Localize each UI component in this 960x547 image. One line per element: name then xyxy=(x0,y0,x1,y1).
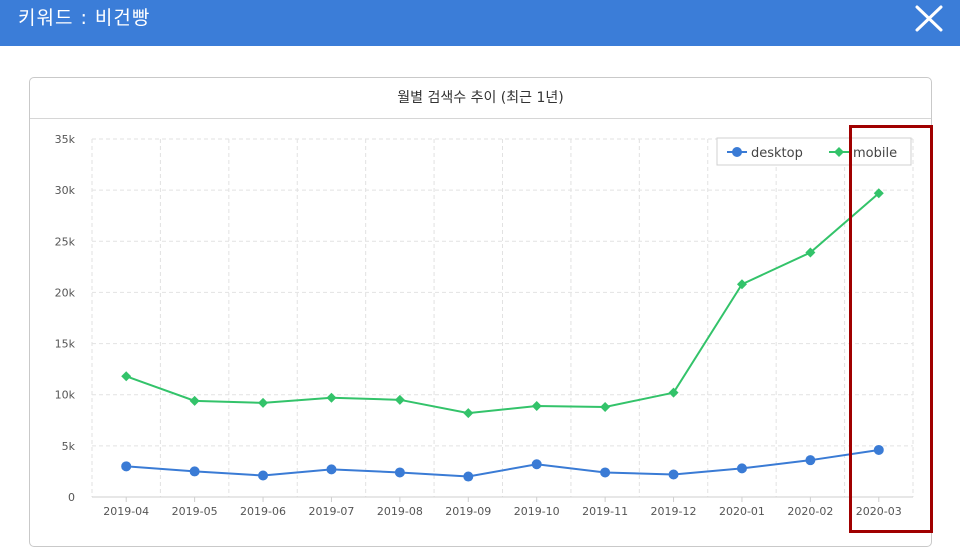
y-tick-label: 10k xyxy=(55,389,76,402)
highlight-box xyxy=(849,125,933,533)
series-line-mobile xyxy=(125,192,880,415)
mobile-point xyxy=(326,392,337,403)
legend-mobile-marker xyxy=(834,147,844,157)
desktop-point xyxy=(668,469,679,480)
desktop-point xyxy=(873,444,884,455)
chart-title: 월별 검색수 추이 (최근 1년) xyxy=(30,78,931,119)
mobile-point xyxy=(394,394,405,405)
series-line-desktop xyxy=(126,448,879,478)
x-tick-label: 2019-05 xyxy=(172,505,218,518)
y-tick-label: 5k xyxy=(62,440,76,453)
legend-box xyxy=(716,137,912,166)
y-tick-label: 20k xyxy=(55,286,76,299)
close-icon[interactable] xyxy=(912,2,946,34)
x-tick-label: 2019-10 xyxy=(514,505,560,518)
mobile-point xyxy=(531,400,542,411)
mobile-point xyxy=(258,397,269,408)
legend-mobile-label: mobile xyxy=(853,146,897,161)
mobile-point xyxy=(873,188,884,199)
desktop-point xyxy=(600,467,611,478)
modal-header: 키워드 : 비건빵 xyxy=(0,0,960,46)
x-tick-label: 2019-12 xyxy=(651,505,697,518)
x-tick-label: 2020-02 xyxy=(787,505,833,518)
y-tick-label: 25k xyxy=(55,235,76,248)
y-tick-label: 15k xyxy=(55,338,76,351)
legend-desktop-label: desktop xyxy=(751,146,803,161)
desktop-point xyxy=(463,471,474,482)
mobile-point xyxy=(805,247,816,258)
x-tick-label: 2019-09 xyxy=(445,505,491,518)
x-tick-label: 2019-07 xyxy=(308,505,354,518)
x-tick-label: 2019-04 xyxy=(103,505,149,518)
desktop-point xyxy=(121,461,132,472)
keyword-title: 키워드 : 비건빵 xyxy=(18,7,151,29)
desktop-point xyxy=(805,455,816,466)
desktop-point xyxy=(736,463,747,474)
x-tick-label: 2019-11 xyxy=(582,505,628,518)
x-tick-label: 2019-08 xyxy=(377,505,423,518)
y-tick-label: 0 xyxy=(68,491,75,504)
desktop-point xyxy=(189,466,200,477)
legend-desktop-marker xyxy=(732,147,742,157)
mobile-point xyxy=(463,408,474,419)
y-tick-label: 30k xyxy=(55,184,76,197)
x-tick-label: 2020-01 xyxy=(719,505,765,518)
x-tick-label: 2019-06 xyxy=(240,505,286,518)
y-tick-label: 35k xyxy=(55,133,76,146)
mobile-point xyxy=(189,395,200,406)
mobile-point xyxy=(600,401,611,412)
desktop-point xyxy=(258,470,269,481)
desktop-point xyxy=(394,467,405,478)
desktop-point xyxy=(531,459,542,470)
mobile-point xyxy=(736,279,747,290)
mobile-point xyxy=(121,371,132,382)
mobile-point xyxy=(668,387,679,398)
x-tick-label: 2020-03 xyxy=(856,505,902,518)
desktop-point xyxy=(326,464,337,475)
